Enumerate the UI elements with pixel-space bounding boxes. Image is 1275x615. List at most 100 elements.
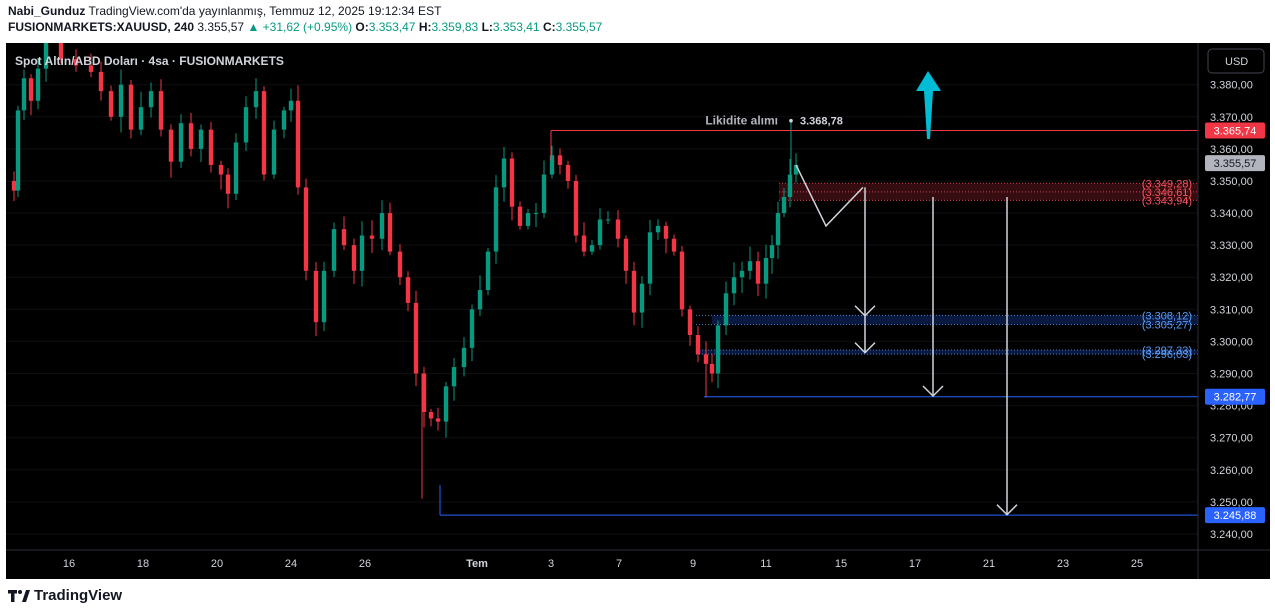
candle-body <box>639 283 645 313</box>
y-tick-label: 3.300,00 <box>1210 336 1253 348</box>
footer-brand: TradingView <box>8 587 122 604</box>
candle <box>148 82 154 118</box>
candle-body <box>485 251 491 291</box>
candle-body <box>379 213 385 239</box>
candle <box>549 145 555 179</box>
candle-body <box>421 373 427 413</box>
price-change: +31,62 (+0.95%) <box>262 20 353 34</box>
candle <box>405 271 411 312</box>
x-tick-label: 11 <box>760 558 771 570</box>
y-tick-label: 3.380,00 <box>1210 80 1253 92</box>
candle <box>671 234 677 256</box>
candle <box>485 248 491 296</box>
candle <box>461 337 467 377</box>
price-tag-bg <box>1205 122 1265 139</box>
candle-body <box>158 91 164 130</box>
candle <box>581 222 587 257</box>
candle <box>88 53 94 78</box>
candle-body <box>405 277 411 303</box>
zone-label: (3.296,03) <box>1142 349 1192 361</box>
candle <box>351 238 357 284</box>
candle-body <box>88 65 94 72</box>
candle-body <box>647 232 653 284</box>
y-tick-label: 3.240,00 <box>1210 529 1253 541</box>
candle-body <box>517 206 523 226</box>
candle-body <box>303 187 309 271</box>
candle-body <box>493 187 499 252</box>
x-tick-label: 7 <box>616 558 622 570</box>
up-arrow-icon <box>916 71 941 139</box>
candle-body <box>261 91 267 175</box>
candle <box>28 74 34 116</box>
y-tick-label: 3.250,00 <box>1210 497 1253 509</box>
candle <box>755 251 761 296</box>
x-tick-label: 24 <box>285 558 297 570</box>
author-name[interactable]: Nabi_Gunduz <box>8 4 86 18</box>
candle-body <box>663 225 669 239</box>
low-value: 3.353,41 <box>492 20 540 34</box>
currency-button[interactable]: USD <box>1207 48 1265 74</box>
chart-area[interactable]: (3.349,28) (3.346,61) (3.343,94) (3.308,12)… <box>6 31 1270 579</box>
arrow-head <box>854 342 876 354</box>
candle-body <box>709 363 715 374</box>
y-tick-label: 3.270,00 <box>1210 433 1253 445</box>
candle <box>631 261 637 326</box>
candle <box>178 114 184 168</box>
candle-body <box>589 245 595 252</box>
arrow-head <box>922 385 944 398</box>
symbol-name: FUSIONMARKETS:XAUUSD, 240 <box>8 20 195 34</box>
candle <box>271 120 277 179</box>
price-tag-bg <box>1205 507 1265 524</box>
liquidity-label: Likidite alımı <box>705 114 778 128</box>
candle-body <box>451 367 457 387</box>
candle-body <box>331 229 337 271</box>
candle-body <box>73 59 79 66</box>
candle-body <box>679 251 685 310</box>
candle <box>557 148 563 175</box>
candle <box>158 79 164 137</box>
candle <box>218 160 224 190</box>
y-tick-label: 3.330,00 <box>1210 240 1253 252</box>
x-tick-label: Tem <box>466 558 488 570</box>
candle <box>763 244 769 299</box>
candle-body <box>557 155 563 165</box>
candle-body <box>731 277 737 294</box>
candle-body <box>321 270 327 323</box>
candle <box>379 200 385 251</box>
candle <box>655 219 661 241</box>
currency-label[interactable]: USD <box>1225 56 1248 68</box>
down-arrow-icon <box>854 315 876 354</box>
last-price: 3.355,57 <box>197 20 245 34</box>
candle-body <box>781 197 787 214</box>
candle <box>198 124 204 163</box>
candle <box>501 146 507 202</box>
candle-body <box>295 100 301 188</box>
zone-label: (3.343,94) <box>1142 195 1192 207</box>
candle <box>639 276 645 328</box>
candle <box>387 202 393 256</box>
x-tick-label: 18 <box>137 558 149 570</box>
candle-body <box>565 164 571 181</box>
candle-body <box>148 91 154 108</box>
candle-body <box>128 84 134 130</box>
candle-body <box>225 174 231 194</box>
target-zone-1 <box>712 315 1199 325</box>
candle-body <box>581 235 587 252</box>
zone-label: (3.305,27) <box>1142 320 1192 332</box>
candle-body <box>687 309 693 336</box>
price-chart[interactable]: (3.349,28)(3.346,61)(3.343,94) (3.308,12)… <box>6 31 1270 579</box>
arrow-head <box>996 504 1018 516</box>
candle-body <box>341 229 347 246</box>
candle-body <box>313 270 319 323</box>
candle <box>679 245 685 317</box>
candle <box>739 261 745 293</box>
candle-body <box>573 180 579 236</box>
candle <box>715 320 721 389</box>
brand-name: TradingView <box>34 587 123 604</box>
y-tick-label: 3.320,00 <box>1210 272 1253 284</box>
candle-body <box>715 325 721 374</box>
candle-body <box>15 110 21 191</box>
zone-label: (3.349,28) <box>1142 178 1192 190</box>
candle <box>168 124 174 178</box>
candle-body <box>695 335 701 355</box>
